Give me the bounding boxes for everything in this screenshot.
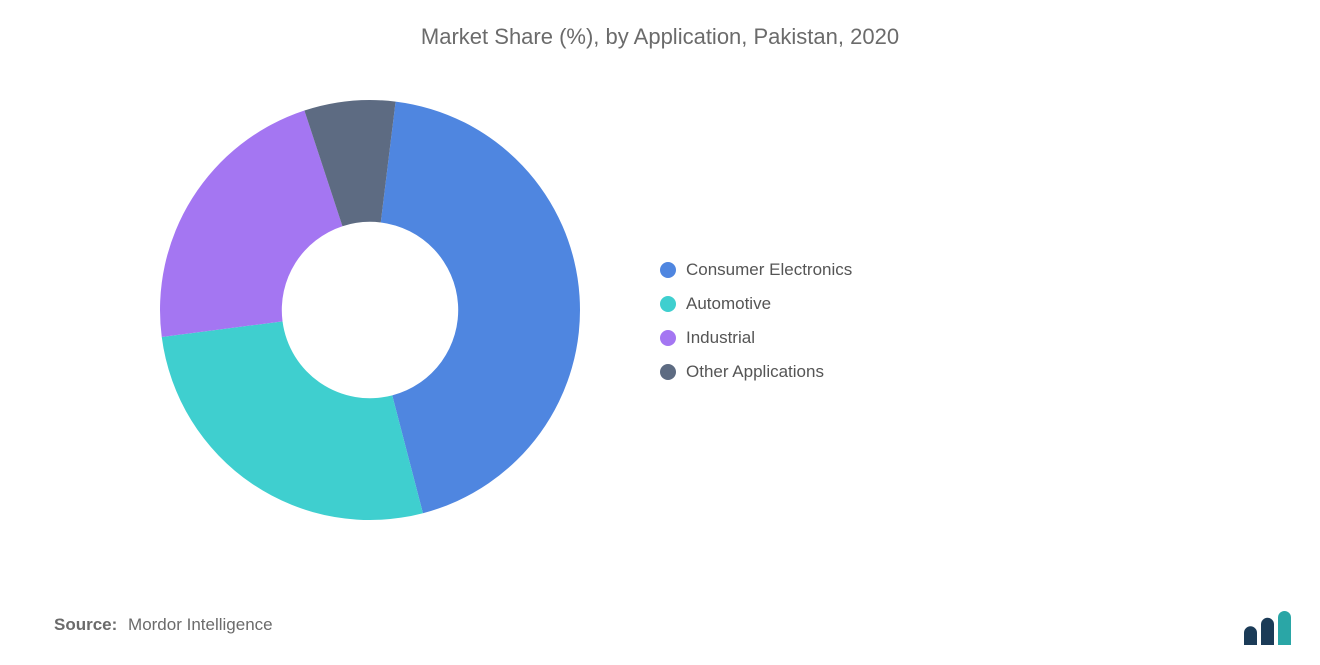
source-label: Source: — [54, 615, 117, 634]
legend-swatch-icon — [660, 330, 676, 346]
legend-swatch-icon — [660, 296, 676, 312]
legend-swatch-icon — [660, 262, 676, 278]
legend: Consumer Electronics Automotive Industrial… — [660, 260, 852, 382]
legend-item: Automotive — [660, 294, 852, 314]
donut-slice — [162, 321, 423, 520]
chart-container: { "title": { "text": "Market Share (%), … — [0, 0, 1320, 665]
source-line: Source: Mordor Intelligence — [54, 615, 273, 635]
legend-item: Other Applications — [660, 362, 852, 382]
donut-svg — [150, 90, 590, 530]
legend-item: Consumer Electronics — [660, 260, 852, 280]
legend-label: Other Applications — [686, 362, 824, 382]
donut-chart — [150, 90, 590, 530]
legend-item: Industrial — [660, 328, 852, 348]
source-text: Mordor Intelligence — [128, 615, 273, 634]
chart-title: Market Share (%), by Application, Pakist… — [0, 24, 1320, 50]
legend-swatch-icon — [660, 364, 676, 380]
mordor-logo-icon — [1242, 607, 1298, 647]
legend-label: Consumer Electronics — [686, 260, 852, 280]
legend-label: Industrial — [686, 328, 755, 348]
legend-label: Automotive — [686, 294, 771, 314]
donut-slice — [381, 102, 580, 514]
donut-slice — [160, 111, 342, 338]
